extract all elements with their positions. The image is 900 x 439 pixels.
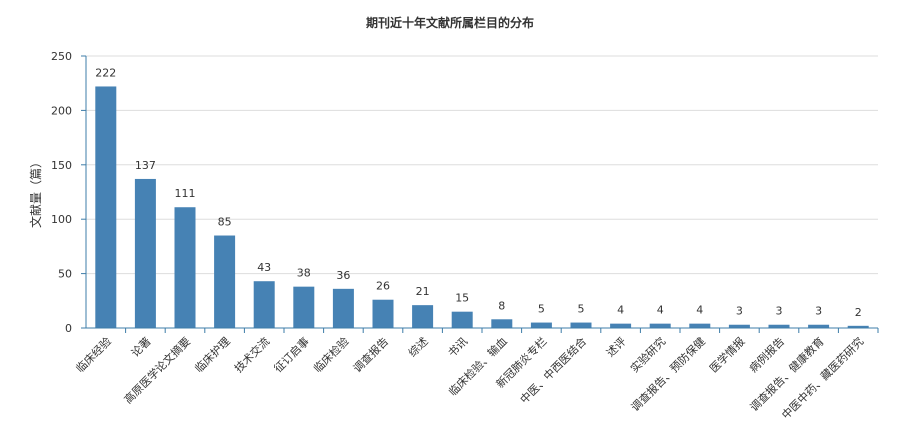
y-axis-ticks: 0 50 100 150 200 250 bbox=[51, 50, 86, 335]
data-label: 15 bbox=[455, 292, 469, 305]
bar bbox=[610, 323, 632, 328]
data-label: 3 bbox=[736, 305, 743, 318]
x-tick-label: 医学情报 bbox=[707, 334, 748, 375]
x-tick-label: 临床经验 bbox=[73, 334, 114, 375]
data-label: 4 bbox=[617, 304, 624, 317]
bar bbox=[689, 323, 711, 328]
x-tick-label: 书讯 bbox=[446, 335, 471, 360]
bars bbox=[95, 86, 869, 329]
bar bbox=[253, 281, 275, 328]
y-tick-label: 50 bbox=[58, 268, 72, 281]
bar bbox=[174, 207, 196, 328]
data-label: 4 bbox=[696, 304, 703, 317]
bar bbox=[768, 324, 790, 328]
x-tick-label: 调查报告、健康教育 bbox=[747, 334, 827, 414]
x-tick-label: 实验研究 bbox=[627, 334, 668, 375]
x-tick-label: 征订启事 bbox=[272, 335, 312, 375]
data-label: 21 bbox=[416, 285, 430, 298]
x-tick-label: 临床检验 bbox=[311, 334, 352, 375]
bar bbox=[214, 235, 236, 328]
data-label: 43 bbox=[257, 261, 271, 274]
axes bbox=[85, 56, 878, 329]
y-tick-label: 100 bbox=[51, 213, 72, 226]
bar bbox=[134, 178, 156, 328]
bar bbox=[332, 288, 354, 328]
y-axis-label: 文献量（篇） bbox=[28, 156, 43, 228]
data-label: 5 bbox=[538, 303, 545, 316]
y-tick-label: 250 bbox=[51, 50, 72, 63]
x-tick-label: 临床护理 bbox=[192, 334, 233, 375]
bar bbox=[412, 305, 434, 328]
data-label: 2 bbox=[855, 306, 862, 319]
data-label: 111 bbox=[175, 187, 196, 200]
y-tick-label: 0 bbox=[65, 322, 72, 335]
bar bbox=[95, 86, 117, 329]
y-tick-label: 150 bbox=[51, 159, 72, 172]
x-tick-label: 高原医学论文摘要 bbox=[121, 334, 193, 406]
data-label: 5 bbox=[578, 303, 585, 316]
x-tick-label: 病例报告 bbox=[746, 334, 787, 375]
bar bbox=[847, 325, 869, 328]
chart-title: 期刊近十年文献所属栏目的分布 bbox=[366, 15, 534, 30]
data-label: 3 bbox=[776, 305, 783, 318]
y-tick-label: 200 bbox=[51, 104, 72, 117]
x-tick-label: 论著 bbox=[128, 334, 153, 359]
data-label: 4 bbox=[657, 304, 664, 317]
bar bbox=[491, 319, 513, 328]
x-tick-label: 技术交流 bbox=[231, 334, 272, 375]
data-label: 26 bbox=[376, 280, 390, 293]
data-label: 3 bbox=[815, 305, 822, 318]
bar bbox=[570, 322, 592, 328]
x-tick-label: 中医、中西医结合 bbox=[517, 334, 589, 406]
bar bbox=[372, 299, 394, 328]
data-label: 36 bbox=[336, 269, 350, 282]
bar bbox=[649, 323, 671, 328]
bar bbox=[808, 324, 830, 328]
x-tick-label: 述评 bbox=[604, 335, 629, 360]
data-label: 38 bbox=[297, 267, 311, 280]
x-tick-label: 综述 bbox=[405, 334, 430, 359]
bar bbox=[728, 324, 750, 328]
data-label: 8 bbox=[498, 299, 505, 312]
data-label: 222 bbox=[95, 66, 116, 79]
grid-lines bbox=[86, 55, 878, 275]
bar bbox=[293, 286, 315, 328]
data-label: 137 bbox=[135, 159, 156, 172]
data-label: 85 bbox=[218, 216, 232, 229]
x-tick-label: 调查报告 bbox=[350, 334, 391, 375]
x-tick-label: 调查报告、预防保健 bbox=[628, 334, 708, 414]
bar bbox=[530, 322, 552, 328]
bar bbox=[451, 311, 473, 328]
